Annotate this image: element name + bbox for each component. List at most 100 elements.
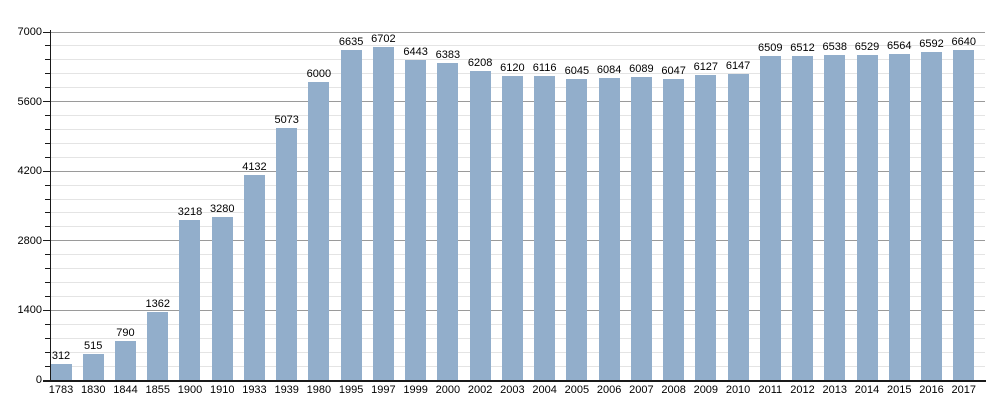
bar-2009 [695, 75, 717, 380]
y-axis-minor-tick [45, 351, 50, 353]
bar-value-label: 6538 [822, 40, 848, 53]
bar-1980 [308, 81, 330, 380]
x-axis-tick-label: 1830 [80, 384, 106, 396]
bar-value-label: 4132 [242, 160, 267, 173]
y-axis-minor-tick [45, 115, 50, 117]
bar-2013 [824, 54, 846, 380]
bar-2012 [792, 56, 814, 380]
x-axis-tick-label: 2000 [435, 384, 461, 396]
bar-2000 [437, 62, 459, 380]
x-axis-tick-label: 2010 [725, 384, 751, 396]
x-axis-tick-label: 2002 [467, 384, 493, 396]
y-axis-tick-label: 2800 [17, 234, 42, 247]
y-axis-tick-label: 5600 [17, 95, 42, 108]
y-axis-minor-tick [45, 295, 50, 297]
bar-2002 [469, 71, 491, 380]
x-axis-tick-label: 1999 [403, 384, 428, 396]
y-axis-major-tick [43, 101, 50, 103]
y-axis-minor-tick [45, 73, 50, 75]
bar-2014 [856, 55, 878, 380]
y-axis-major-tick [43, 170, 50, 172]
bar-2011 [759, 56, 781, 380]
x-axis-tick-label: 2014 [854, 384, 880, 396]
bar-2017 [953, 49, 975, 380]
bar-2010 [727, 74, 749, 380]
bar-value-label: 6512 [790, 42, 815, 55]
y-axis-major-tick [43, 31, 50, 33]
bar-value-label: 6120 [500, 61, 525, 74]
major-gridline [50, 31, 985, 33]
x-axis-tick-label: 1980 [306, 384, 332, 396]
bar-1997 [372, 46, 394, 380]
y-axis-minor-tick [45, 323, 50, 325]
y-axis-tick-label: 7000 [17, 26, 42, 38]
bar-2007 [630, 77, 652, 380]
bar-1900 [179, 220, 201, 380]
x-axis-tick-label: 1910 [209, 384, 235, 396]
x-axis-tick-label: 2004 [532, 384, 557, 396]
bar-value-label: 6116 [532, 61, 557, 74]
y-axis-minor-tick [45, 45, 50, 47]
y-axis-minor-tick [45, 268, 50, 270]
bar-1830 [82, 354, 104, 380]
y-axis-minor-tick [45, 226, 50, 228]
x-axis-tick-label: 1933 [242, 384, 267, 396]
bar-value-label: 6084 [596, 63, 622, 76]
x-axis-tick-label: 1783 [48, 384, 74, 396]
x-axis-line [43, 379, 986, 382]
bar-value-label: 3218 [177, 206, 203, 219]
y-axis-minor-tick [45, 337, 50, 339]
y-axis-line [49, 30, 51, 381]
bar-value-label: 6147 [725, 60, 751, 73]
bar-2003 [501, 75, 523, 380]
x-axis-tick-label: 2011 [758, 384, 783, 396]
y-axis-minor-tick [45, 198, 50, 200]
y-axis-minor-tick [45, 212, 50, 214]
bar-1855 [147, 312, 169, 380]
bar-value-label: 312 [51, 350, 71, 363]
bar-2006 [598, 77, 620, 380]
y-axis-minor-tick [45, 142, 50, 144]
bar-value-label: 6702 [371, 32, 396, 45]
bar-value-label: 3280 [209, 202, 235, 215]
bar-2015 [888, 53, 910, 380]
bar-value-label: 6047 [661, 65, 686, 78]
bar-value-label: 6127 [693, 61, 719, 74]
bar-1933 [243, 174, 265, 380]
x-axis-tick-label: 1995 [338, 384, 364, 396]
bar-value-label: 6564 [887, 39, 912, 52]
y-axis-minor-tick [45, 87, 50, 89]
bar-value-label: 6208 [467, 57, 493, 70]
bar-value-label: 6529 [854, 41, 880, 54]
bar-value-label: 6383 [435, 48, 461, 61]
x-axis-tick-label: 2009 [693, 384, 719, 396]
y-axis-minor-tick [45, 156, 50, 158]
y-axis-tick-label: 0 [35, 374, 42, 386]
bar-1783 [50, 364, 72, 380]
bar-value-label: 6443 [403, 45, 428, 58]
bar-value-label: 6089 [629, 63, 654, 76]
bar-1939 [276, 127, 298, 380]
x-axis-tick-label: 1844 [113, 384, 138, 396]
x-axis-tick-label: 2007 [629, 384, 654, 396]
y-axis-major-tick [43, 309, 50, 311]
x-axis-tick-label: 2012 [790, 384, 815, 396]
bar-value-label: 515 [84, 340, 103, 353]
y-axis-minor-tick [45, 254, 50, 256]
bar-value-label: 1362 [145, 298, 170, 311]
x-axis-tick-label: 2016 [919, 384, 944, 396]
bar-1910 [211, 216, 233, 380]
y-axis-minor-tick [45, 128, 50, 130]
bar-2005 [566, 79, 588, 380]
bar-1844 [114, 340, 136, 380]
bar-2008 [663, 79, 685, 380]
y-axis-tick-label: 4200 [17, 165, 42, 178]
x-axis-tick-label: 2005 [564, 384, 590, 396]
bar-value-label: 5073 [274, 113, 299, 126]
y-axis-minor-tick [45, 282, 50, 284]
x-axis-tick-label: 2006 [596, 384, 622, 396]
bar-value-label: 6000 [306, 67, 332, 80]
y-axis-major-tick [43, 240, 50, 242]
